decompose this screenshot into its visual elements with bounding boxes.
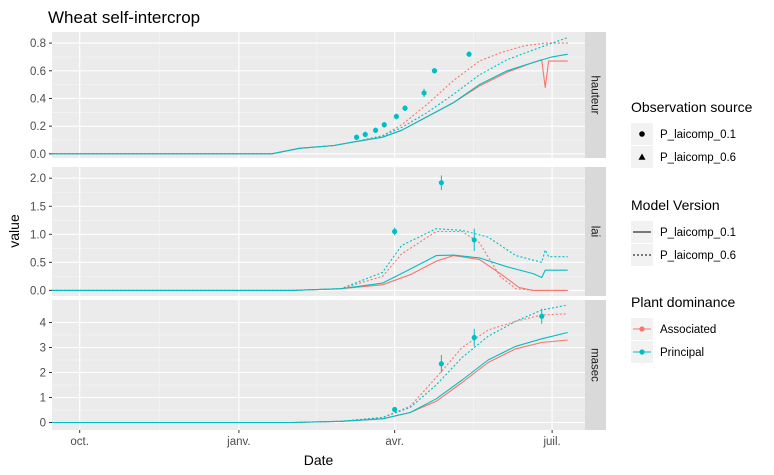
y-tick-label: 2	[40, 368, 46, 380]
y-axis-title: value	[6, 214, 22, 248]
panel-background	[52, 300, 585, 430]
panel-background	[52, 167, 585, 296]
facet-strip-label: masec	[589, 348, 601, 382]
series-line-principal-P_laicomp_0.6	[52, 36, 568, 155]
y-tick-label: 4	[40, 318, 47, 330]
y-tick-label: 2.0	[30, 173, 46, 185]
y-tick-label: 0.2	[30, 121, 46, 133]
y-tick-label: 0.8	[30, 38, 46, 50]
observation-point	[381, 122, 387, 128]
legend-symbol-point	[639, 326, 645, 332]
y-tick-label: 0.0	[30, 149, 46, 161]
observation-point	[392, 228, 398, 235]
y-tick-label: 1.0	[30, 229, 46, 241]
y-tick-label: 0.0	[30, 285, 46, 297]
legend-title: Observation source	[631, 99, 753, 115]
y-tick-label: 1.5	[30, 201, 46, 213]
facet-strip	[585, 167, 606, 296]
facet-strip	[585, 300, 606, 430]
observation-point	[392, 406, 398, 413]
legend-label: Associated	[660, 324, 716, 336]
facet-strip-label: lai	[589, 226, 601, 238]
legend-symbol-triangle	[638, 153, 646, 160]
observation-point	[421, 90, 427, 96]
legend-label: P_laicomp_0.6	[660, 250, 736, 262]
observation-point	[466, 51, 472, 57]
observation-point	[471, 237, 477, 243]
legend-label: P_laicomp_0.1	[660, 227, 736, 239]
x-tick-label: oct.	[70, 436, 89, 448]
legend-symbol-circle	[639, 131, 645, 137]
observation-point	[402, 105, 408, 111]
x-tick-label: juil.	[542, 436, 560, 448]
y-tick-label: 0	[40, 418, 46, 430]
legend-title: Plant dominance	[631, 294, 736, 310]
observation-point	[471, 334, 477, 341]
observation-point	[373, 127, 379, 133]
y-tick-label: 0.4	[30, 93, 47, 105]
observation-point	[362, 131, 368, 138]
facet-strip-label: hauteur	[589, 75, 601, 114]
observation-point	[438, 180, 444, 186]
y-tick-label: 0.5	[30, 257, 46, 269]
observation-point	[353, 134, 360, 140]
legend-label: P_laicomp_0.6	[660, 152, 736, 164]
x-axis-title: Date	[304, 452, 334, 468]
legend-title: Model Version	[631, 197, 720, 213]
facet-strip	[585, 32, 606, 158]
y-tick-label: 0.6	[30, 66, 46, 78]
chart-title: Wheat self-intercrop	[48, 8, 200, 27]
observation-point	[393, 113, 399, 120]
legend-label: P_laicomp_0.1	[660, 129, 736, 141]
x-tick-label: avr.	[385, 436, 404, 448]
x-tick-label: janv.	[226, 436, 250, 448]
y-tick-label: 1	[40, 393, 46, 405]
panel-background	[52, 32, 585, 158]
series-line-principal-P_laicomp_0.6	[52, 228, 568, 291]
observation-point	[539, 313, 545, 319]
observation-point	[438, 361, 444, 367]
series-line-principal-P_laicomp_0.6	[52, 304, 568, 424]
observation-point	[431, 68, 438, 74]
legend-symbol-point	[639, 349, 645, 355]
y-tick-label: 3	[40, 343, 46, 355]
legend-label: Principal	[660, 347, 704, 359]
